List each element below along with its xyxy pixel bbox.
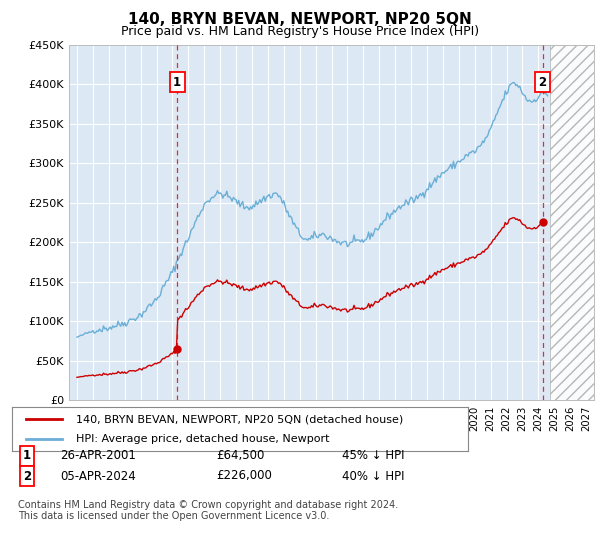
Text: 140, BRYN BEVAN, NEWPORT, NP20 5QN (detached house): 140, BRYN BEVAN, NEWPORT, NP20 5QN (deta…	[76, 414, 403, 424]
Text: £64,500: £64,500	[216, 449, 265, 463]
Text: 140, BRYN BEVAN, NEWPORT, NP20 5QN: 140, BRYN BEVAN, NEWPORT, NP20 5QN	[128, 12, 472, 27]
Text: 26-APR-2001: 26-APR-2001	[60, 449, 136, 463]
Text: 40% ↓ HPI: 40% ↓ HPI	[342, 469, 404, 483]
Text: 45% ↓ HPI: 45% ↓ HPI	[342, 449, 404, 463]
Text: Contains HM Land Registry data © Crown copyright and database right 2024.
This d: Contains HM Land Registry data © Crown c…	[18, 500, 398, 521]
Text: HPI: Average price, detached house, Newport: HPI: Average price, detached house, Newp…	[76, 433, 329, 444]
Bar	[550, 45, 594, 400]
Text: 2: 2	[539, 76, 547, 88]
Text: 1: 1	[23, 449, 31, 463]
Text: 1: 1	[173, 76, 181, 88]
Text: 05-APR-2024: 05-APR-2024	[60, 469, 136, 483]
Text: 2: 2	[23, 469, 31, 483]
Text: £226,000: £226,000	[216, 469, 272, 483]
Text: Price paid vs. HM Land Registry's House Price Index (HPI): Price paid vs. HM Land Registry's House …	[121, 25, 479, 38]
